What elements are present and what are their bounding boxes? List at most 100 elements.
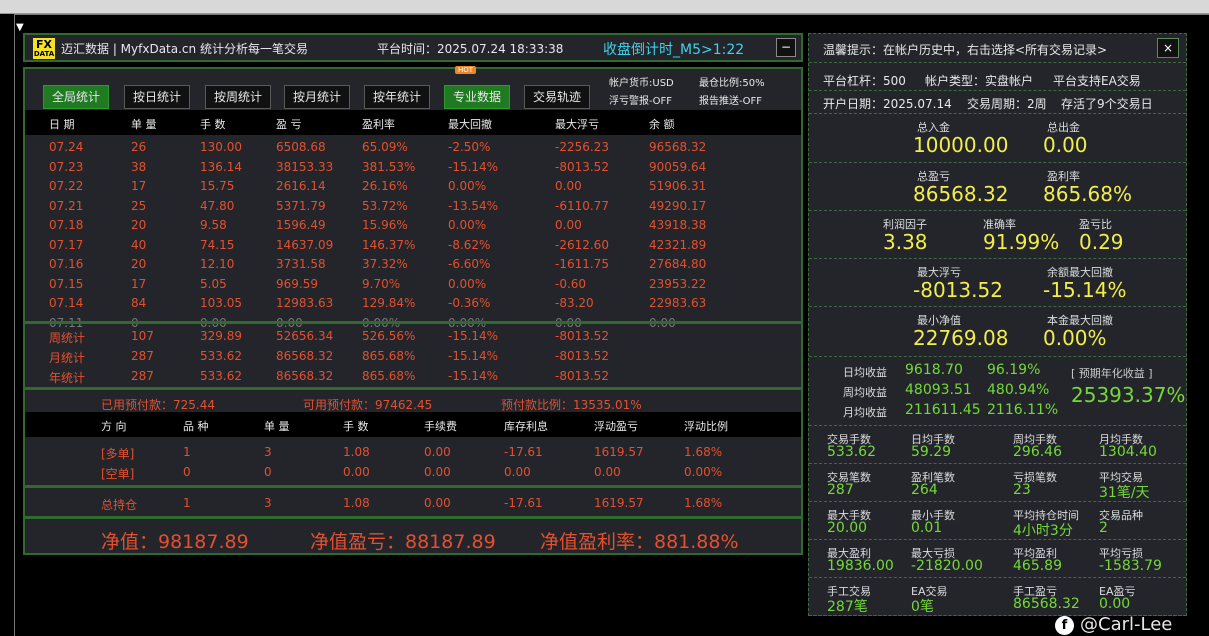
fx-data-logo: FX DATA bbox=[33, 38, 55, 59]
stat-label: 盈利笔数 bbox=[911, 471, 955, 484]
metric-label: 准确率 bbox=[983, 218, 1016, 231]
collapse-triangle-icon[interactable]: ▼ bbox=[16, 22, 24, 33]
table-cell: 07.24 bbox=[49, 140, 84, 154]
table-cell: 0.00 bbox=[555, 218, 582, 232]
table-cell: 20 bbox=[131, 218, 147, 232]
metric-value: 86568.32 bbox=[913, 182, 1009, 206]
stats-row: 手工交易 287笔 EA交易 0笔 手工盈亏 86568.32 EA盈亏 0.00 bbox=[809, 578, 1186, 616]
stat-value: 86568.32 bbox=[1013, 596, 1080, 612]
stats-panel: 全局统计 按日统计 按周统计 按月统计 按年统计 专业数据 交易轨迹 HOT 帐户货币:US… bbox=[23, 66, 803, 555]
annual-label: [ 预期年化收益 ] bbox=[1071, 367, 1153, 380]
tab-4-button[interactable]: 按年统计 bbox=[364, 85, 430, 109]
table-cell: 2616.14 bbox=[276, 179, 326, 193]
metric-label: 总出金 bbox=[1047, 121, 1080, 134]
equity-profit-rate: 净值盈利率：881.88% bbox=[540, 531, 739, 553]
table-cell: 12983.63 bbox=[276, 296, 334, 310]
table-cell: -2256.23 bbox=[555, 140, 609, 154]
table-cell: 90059.64 bbox=[649, 159, 707, 174]
table-cell: 40 bbox=[131, 237, 147, 252]
table-cell: 17 bbox=[131, 179, 147, 193]
metric-label: 盈利率 bbox=[1047, 170, 1080, 183]
average-returns: [ 预期年化收益 ] 25393.37% 日均收益 9618.70 96.19% 周均… bbox=[809, 357, 1186, 426]
metric-value: -8013.52 bbox=[913, 278, 1003, 302]
stat-label: EA盈亏 bbox=[1099, 585, 1136, 598]
minimize-button[interactable]: − bbox=[776, 38, 796, 57]
summary-cell: -15.14% bbox=[448, 329, 499, 343]
tab-2-button[interactable]: 按周统计 bbox=[205, 85, 271, 109]
stat-label: 平均交易 bbox=[1099, 471, 1143, 484]
divider bbox=[25, 387, 801, 390]
table-cell: 103.05 bbox=[200, 296, 242, 310]
account-type: 帐户类型：实盘帐户 bbox=[925, 74, 1034, 88]
position-total-cell: 1 bbox=[183, 496, 191, 510]
table-cell: -2.50% bbox=[448, 140, 491, 154]
table-cell: 969.59 bbox=[276, 276, 318, 291]
equity-value: 净值：98187.89 bbox=[101, 531, 249, 553]
summary-cell: -8013.52 bbox=[555, 369, 609, 383]
tab-6-button[interactable]: 交易轨迹 bbox=[524, 85, 590, 109]
summary-cell: 107 bbox=[131, 329, 154, 343]
account-currency: 帐户货币:USD bbox=[609, 78, 674, 89]
stat-value: -21820.00 bbox=[911, 558, 983, 574]
stat-label: 最大亏损 bbox=[911, 547, 955, 560]
close-button[interactable]: × bbox=[1157, 38, 1179, 58]
table-cell: 74.15 bbox=[200, 237, 235, 252]
table-cell: 0.00 bbox=[555, 179, 582, 193]
column-header: 手 数 bbox=[200, 118, 226, 131]
table-cell: -8013.52 bbox=[555, 159, 609, 174]
table-cell: 1596.49 bbox=[276, 218, 326, 232]
table-cell: 3731.58 bbox=[276, 257, 326, 271]
table-cell: 25 bbox=[131, 198, 147, 213]
report-push[interactable]: 报告推送-OFF bbox=[699, 96, 762, 107]
position-cell: 0 bbox=[183, 465, 191, 479]
position-cell: 1619.57 bbox=[594, 445, 644, 459]
summary-cell: -15.14% bbox=[448, 349, 499, 363]
avg-percent: 96.19% bbox=[987, 362, 1041, 378]
stat-label: 交易手数 bbox=[827, 433, 871, 446]
table-cell: -6.60% bbox=[448, 257, 491, 271]
info-row-1: 平台杠杆：500 帐户类型：实盘帐户 平台支持EA交易 bbox=[809, 68, 1186, 91]
table-cell: -83.20 bbox=[555, 296, 594, 310]
stat-value: 2 bbox=[1099, 520, 1108, 536]
table-cell: -8.62% bbox=[448, 237, 491, 252]
position-cell: 1.68% bbox=[684, 445, 723, 459]
tab-3-button[interactable]: 按月统计 bbox=[284, 85, 350, 109]
tab-1-button[interactable]: 按日统计 bbox=[124, 85, 190, 109]
divider bbox=[25, 321, 801, 324]
tab-5-button[interactable]: 专业数据 bbox=[444, 85, 510, 109]
avg-percent: 2116.11% bbox=[987, 402, 1059, 418]
divider bbox=[25, 516, 801, 519]
metric-value: -15.14% bbox=[1043, 278, 1127, 302]
stat-value: 0.00 bbox=[1099, 596, 1131, 612]
stat-label: 周均手数 bbox=[1013, 433, 1057, 446]
metric-label: 盈亏比 bbox=[1079, 218, 1112, 231]
table-cell: 136.14 bbox=[200, 159, 242, 174]
stat-label: 平均亏损 bbox=[1099, 547, 1143, 560]
avg-amount: 48093.51 bbox=[905, 382, 972, 398]
position-header: 品 种 bbox=[183, 420, 209, 433]
tab-0-button[interactable]: 全局统计 bbox=[43, 85, 109, 109]
metric-value: 0.00 bbox=[1043, 133, 1088, 157]
table-cell: 96568.32 bbox=[649, 140, 707, 154]
table-cell: 23953.22 bbox=[649, 276, 707, 291]
metric-value: 3.38 bbox=[883, 230, 928, 254]
avg-percent: 480.94% bbox=[987, 382, 1050, 398]
table-cell: 07.18 bbox=[49, 218, 84, 232]
table-cell: 12.10 bbox=[200, 257, 235, 271]
table-cell: 26 bbox=[131, 140, 147, 154]
table-cell: -0.36% bbox=[448, 296, 491, 310]
position-header: 浮动比例 bbox=[684, 420, 728, 433]
tip-row: 温馨提示：在帐户历史中，右击选择<所有交易记录> × bbox=[809, 34, 1186, 63]
column-header: 盈利率 bbox=[362, 118, 395, 131]
metric-value: 0.29 bbox=[1079, 230, 1124, 254]
tip-text: 温馨提示：在帐户历史中，右击选择<所有交易记录> bbox=[823, 43, 1108, 57]
stat-value: 1304.40 bbox=[1099, 444, 1157, 460]
table-cell: 53.72% bbox=[362, 198, 408, 213]
table-cell: 07.15 bbox=[49, 276, 84, 291]
stat-label: 最小手数 bbox=[911, 509, 955, 522]
column-header: 单 量 bbox=[131, 118, 157, 131]
float-loss-alert[interactable]: 浮亏警报-OFF bbox=[609, 96, 672, 107]
table-cell: 15.75 bbox=[200, 179, 235, 193]
summary-cell: -15.14% bbox=[448, 369, 499, 383]
table-cell: 5.05 bbox=[200, 276, 227, 291]
